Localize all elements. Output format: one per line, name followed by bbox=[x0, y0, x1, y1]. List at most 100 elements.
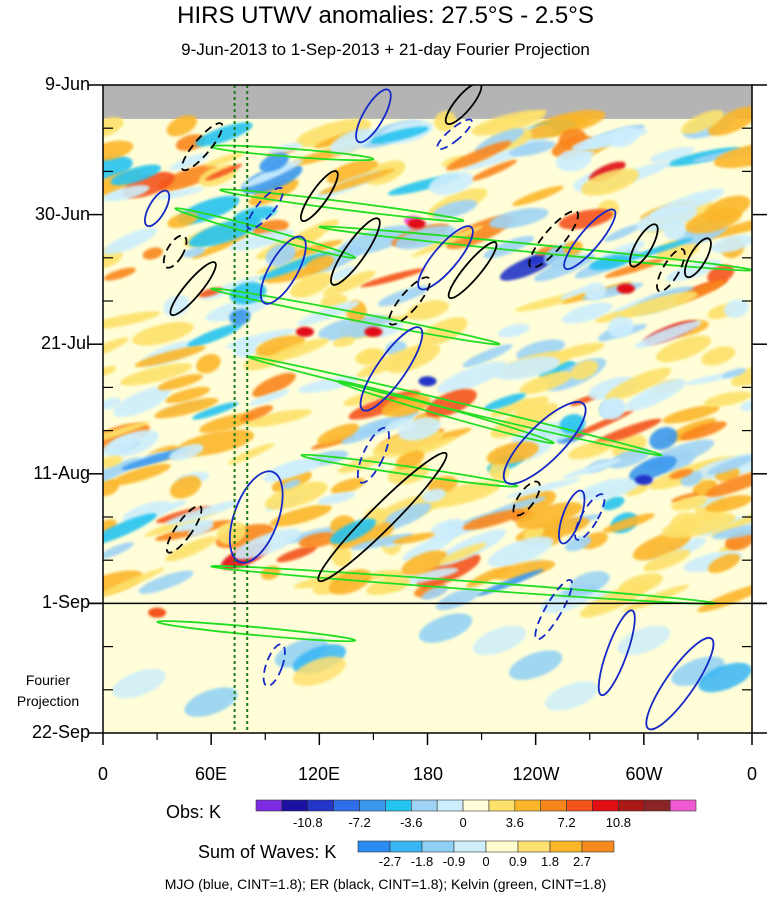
projection-label-line: Projection bbox=[16, 693, 80, 709]
er-contour bbox=[300, 170, 339, 222]
mjo-contour bbox=[563, 208, 617, 270]
anomaly-patch bbox=[483, 235, 534, 259]
anomaly-patch bbox=[711, 521, 752, 540]
anomaly-patch bbox=[655, 335, 712, 363]
anomaly-patch bbox=[317, 491, 356, 505]
anomaly-patch bbox=[187, 323, 243, 348]
anomaly-patch bbox=[435, 588, 480, 611]
anomaly-patch bbox=[593, 418, 662, 446]
anomaly-patch bbox=[196, 354, 221, 374]
er-dashed-contour bbox=[162, 234, 188, 269]
mjo-contour bbox=[355, 88, 392, 144]
anomaly-patch bbox=[571, 128, 648, 151]
waves-colorbar-swatch bbox=[453, 840, 487, 853]
anomaly-patch bbox=[439, 542, 487, 564]
anomaly-patch bbox=[338, 225, 414, 256]
anomaly-patch bbox=[685, 207, 742, 234]
waves-colorbar-swatch bbox=[389, 840, 423, 853]
mjo-dashed-contour bbox=[356, 426, 390, 484]
anomaly-patch bbox=[395, 450, 425, 470]
anomaly-patch bbox=[322, 270, 376, 297]
anomaly-patch bbox=[525, 115, 589, 139]
anomaly-patch bbox=[490, 402, 559, 439]
kelvin-contour bbox=[336, 380, 555, 445]
obs-colorbar-title: Obs: K bbox=[166, 802, 222, 822]
obs-colorbar-label: -7.2 bbox=[348, 815, 370, 830]
anomaly-patch bbox=[607, 315, 634, 338]
anomaly-patch bbox=[395, 225, 456, 250]
anomaly-patch bbox=[624, 378, 687, 411]
mjo-dashed-contour bbox=[436, 118, 473, 151]
mjo-contour bbox=[558, 489, 586, 545]
anomaly-patch bbox=[328, 569, 372, 595]
anomaly-patch bbox=[198, 287, 223, 298]
er-dashed-contour bbox=[512, 480, 541, 517]
er-dashed-contour bbox=[181, 122, 224, 172]
projection-patch bbox=[274, 637, 328, 668]
anomaly-patch bbox=[241, 164, 303, 194]
anomaly-patch bbox=[103, 567, 165, 598]
anomaly-patch bbox=[602, 513, 655, 533]
er-dashed-contour bbox=[388, 276, 431, 326]
anomaly-patch bbox=[428, 171, 474, 195]
anomaly-patch bbox=[419, 317, 468, 346]
anomaly-patch bbox=[205, 163, 243, 181]
obs-colorbar-label: 3.6 bbox=[506, 815, 524, 830]
anomaly-patch bbox=[103, 267, 137, 281]
anomaly-patch bbox=[620, 291, 698, 317]
projection-patch bbox=[617, 625, 671, 656]
anomaly-patch bbox=[103, 455, 123, 468]
x-tick-label: 120E bbox=[297, 764, 341, 784]
anomaly-core bbox=[407, 218, 426, 229]
anomaly-patch bbox=[401, 550, 448, 576]
obs-colorbar-swatch bbox=[514, 799, 542, 812]
er-contour bbox=[317, 451, 448, 583]
anomaly-patch bbox=[292, 219, 339, 243]
projection-patch bbox=[545, 681, 599, 711]
anomaly-patch bbox=[722, 368, 747, 379]
waves-colorbar-title: Sum of Waves: K bbox=[198, 842, 337, 862]
anomaly-patch bbox=[411, 225, 484, 258]
anomaly-patch bbox=[555, 342, 605, 359]
anomaly-patch bbox=[705, 470, 752, 498]
y-tick-label: 21-Jul bbox=[40, 333, 90, 353]
anomaly-patch bbox=[489, 207, 549, 229]
mjo-contour bbox=[228, 470, 284, 564]
anomaly-patch bbox=[103, 434, 140, 456]
anomaly-patch bbox=[241, 159, 303, 188]
anomaly-patch bbox=[258, 251, 331, 280]
anomaly-patch bbox=[562, 151, 595, 166]
anomaly-patch bbox=[103, 421, 150, 447]
obs-colorbar-swatch bbox=[436, 799, 464, 812]
anomaly-patch bbox=[432, 199, 478, 219]
anomaly-patch bbox=[703, 391, 752, 407]
anomaly-patch bbox=[643, 549, 691, 572]
anomaly-patch bbox=[506, 478, 581, 499]
waves-colorbar-label: 1.8 bbox=[541, 854, 559, 869]
anomaly-patch bbox=[519, 371, 573, 395]
anomaly-patch bbox=[249, 389, 291, 406]
anomaly-patch bbox=[103, 311, 161, 330]
anomaly-patch bbox=[350, 533, 413, 551]
anomaly-patch bbox=[103, 365, 117, 377]
anomaly-patch bbox=[183, 247, 206, 258]
anomaly-patch bbox=[509, 140, 555, 157]
anomaly-patch bbox=[103, 422, 150, 451]
kelvin-contour bbox=[219, 188, 465, 223]
anomaly-patch bbox=[227, 443, 275, 465]
anomaly-patch bbox=[649, 427, 678, 450]
anomaly-patch bbox=[343, 390, 387, 407]
projection-patch bbox=[418, 613, 473, 643]
obs-colorbar-label: 7.2 bbox=[558, 815, 576, 830]
mjo-contour bbox=[417, 225, 474, 291]
er-contour bbox=[447, 241, 498, 300]
anomaly-patch bbox=[706, 455, 752, 475]
anomaly-patch bbox=[559, 285, 594, 300]
anomaly-patch bbox=[516, 339, 565, 361]
mjo-dashed-contour bbox=[262, 643, 286, 687]
anomaly-patch bbox=[578, 477, 640, 501]
anomaly-patch bbox=[470, 159, 518, 182]
y-tick-label: 9-Jun bbox=[44, 74, 90, 94]
anomaly-patch bbox=[724, 299, 750, 318]
